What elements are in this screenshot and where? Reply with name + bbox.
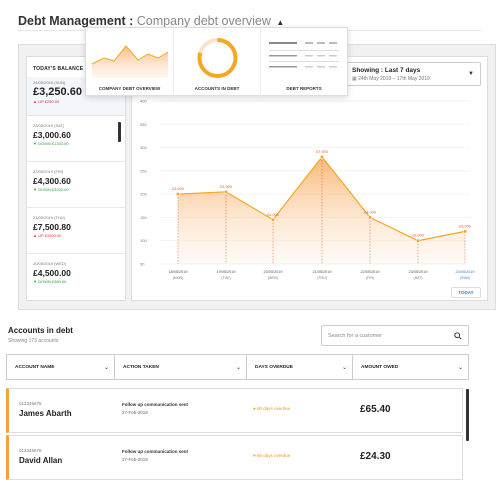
menu-item-label: DEBT REPORTS bbox=[286, 86, 322, 91]
divider bbox=[27, 207, 125, 208]
balance-date: 20/05/2019 (WED) bbox=[33, 261, 67, 266]
divider bbox=[27, 253, 125, 254]
donut-chart-icon bbox=[197, 38, 238, 78]
chevron-up-icon[interactable]: ▲ bbox=[276, 18, 285, 27]
accounts-title: Accounts in debt bbox=[8, 326, 73, 335]
menu-item-label: COMPANY DEBT OVERVIEW bbox=[98, 86, 161, 91]
arrow-down-icon: ▼ bbox=[33, 279, 37, 284]
balance-date: 22/05/2019 (FRI) bbox=[33, 169, 64, 174]
action-taken: Follow up communication sent bbox=[122, 402, 189, 407]
chevron-down-icon: ⌄ bbox=[457, 365, 463, 371]
chevron-down-icon: ⌄ bbox=[103, 365, 109, 371]
chevron-down-icon: ⌄ bbox=[235, 365, 241, 371]
balance-amount: £4,500.00 bbox=[33, 268, 71, 278]
table-header: ACCOUNT NAME ⌄ ACTION TAKEN ⌄ DAYS OVERD… bbox=[6, 354, 469, 380]
dot-icon: ● bbox=[253, 406, 256, 411]
section-dropdown-menu: COMPANY DEBT OVERVIEW ACCOUNTS IN DEBT D… bbox=[85, 27, 348, 97]
balance-title: TODAY'S BALANCE bbox=[33, 66, 84, 72]
balance-amount: £4,300.60 bbox=[33, 176, 71, 186]
column-header-amount-owed[interactable]: AMOUNT OWED ⌄ bbox=[352, 354, 469, 380]
balance-date: 23/05/2019 (SAT) bbox=[33, 123, 65, 128]
arrow-down-icon: ▼ bbox=[33, 141, 37, 146]
accounts-count: Showing 173 accounts bbox=[8, 338, 59, 344]
chevron-down-icon: ▼ bbox=[468, 71, 474, 77]
dot-icon: ● bbox=[253, 453, 256, 458]
today-button[interactable]: TODAY bbox=[451, 287, 481, 298]
search-input[interactable] bbox=[328, 329, 448, 343]
arrow-up-icon: ▲ bbox=[33, 99, 37, 104]
table-row[interactable]: 012345676 David Allan Follow up communic… bbox=[6, 435, 463, 480]
days-overdue: ● 60 days overdue bbox=[253, 406, 291, 411]
column-header-days-overdue[interactable]: DAYS OVERDUE ⌄ bbox=[246, 354, 353, 380]
date-range-select[interactable]: Showing : Last 7 days ▦ 24th May 2019 – … bbox=[345, 62, 481, 86]
table-row[interactable]: 012345676 James Abarth Follow up communi… bbox=[6, 388, 463, 433]
balance-item[interactable]: 20/05/2019 (WED) £4,500.00 ▼ DOWN £380.0… bbox=[27, 261, 125, 297]
balance-item[interactable]: 24/05/2019 (SUN) £3,250.60 ▲ UP £250.00 bbox=[27, 77, 125, 115]
area-chart-icon bbox=[91, 45, 169, 78]
action-date: 27-Feb-2019 bbox=[122, 410, 148, 415]
menu-item-label: ACCOUNTS IN DEBT bbox=[194, 86, 240, 91]
balance-amount: £7,500.80 bbox=[33, 222, 71, 232]
action-taken: Follow up communication sent bbox=[122, 449, 189, 454]
account-id: 012345676 bbox=[19, 448, 42, 453]
arrow-down-icon: ▼ bbox=[33, 187, 37, 192]
days-overdue: ● 60 days overdue bbox=[253, 453, 291, 458]
chevron-down-icon: ⌄ bbox=[341, 365, 347, 371]
calendar-icon: ▦ bbox=[352, 76, 357, 82]
balance-item[interactable]: 22/05/2019 (FRI) £4,300.60 ▼ DOWN £3200.… bbox=[27, 169, 125, 205]
balance-change: ▼ DOWN £1300.00 bbox=[33, 141, 69, 146]
account-name: James Abarth bbox=[19, 409, 72, 418]
amount-owed: £24.30 bbox=[360, 451, 391, 462]
balance-change: ▲ UP £250.00 bbox=[33, 99, 60, 104]
balance-amount: £3,250.60 bbox=[33, 86, 82, 98]
column-header-account-name[interactable]: ACCOUNT NAME ⌄ bbox=[6, 354, 115, 380]
range-label: Showing : Last 7 days bbox=[352, 67, 421, 74]
account-id: 012345676 bbox=[19, 401, 42, 406]
balance-scrollbar[interactable] bbox=[118, 122, 121, 142]
page-title[interactable]: Debt Management : Company debt overview … bbox=[18, 14, 284, 28]
range-dates: ▦ 24th May 2019 – 17th May 2019 bbox=[352, 76, 430, 82]
todays-balance-card: TODAY'S BALANCE 24/05/2019 (SUN) £3,250.… bbox=[26, 56, 126, 301]
column-header-action-taken[interactable]: ACTION TAKEN ⌄ bbox=[114, 354, 247, 380]
balance-amount: £3,000.60 bbox=[33, 130, 71, 140]
balance-change: ▼ DOWN £380.00 bbox=[33, 279, 67, 284]
account-name: David Allan bbox=[19, 456, 63, 465]
divider bbox=[27, 115, 125, 116]
balance-item[interactable]: 21/05/2019 (THU) £7,500.80 ▲ UP £3300.00 bbox=[27, 215, 125, 251]
balance-date: 21/05/2019 (THU) bbox=[33, 215, 66, 220]
table-scrollbar[interactable] bbox=[466, 389, 469, 441]
divider bbox=[27, 161, 125, 162]
menu-item-accounts-in-debt[interactable]: ACCOUNTS IN DEBT bbox=[173, 28, 260, 97]
balance-change: ▲ UP £3300.00 bbox=[33, 233, 62, 238]
customer-search bbox=[321, 325, 469, 346]
search-icon[interactable] bbox=[454, 332, 462, 340]
amount-owed: £65.40 bbox=[360, 404, 391, 415]
balance-item[interactable]: 23/05/2019 (SAT) £3,000.60 ▼ DOWN £1300.… bbox=[27, 123, 125, 159]
menu-item-company-debt-overview[interactable]: COMPANY DEBT OVERVIEW bbox=[86, 28, 173, 97]
page-title-main: Debt Management : bbox=[18, 14, 134, 28]
balance-change: ▼ DOWN £3200.00 bbox=[33, 187, 69, 192]
menu-item-debt-reports[interactable]: DEBT REPORTS bbox=[260, 28, 347, 97]
page-title-section: Company debt overview bbox=[136, 14, 271, 28]
arrow-up-icon: ▲ bbox=[33, 233, 37, 238]
action-date: 27-Feb-2019 bbox=[122, 457, 148, 462]
report-list-icon bbox=[269, 42, 339, 68]
balance-date: 24/05/2019 (SUN) bbox=[33, 80, 66, 85]
